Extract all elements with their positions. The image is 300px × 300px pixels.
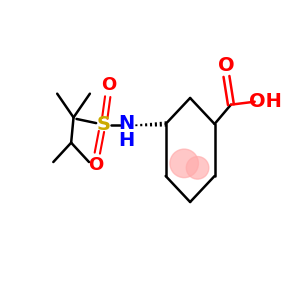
Circle shape bbox=[170, 149, 198, 178]
Text: N: N bbox=[118, 114, 134, 133]
Text: O: O bbox=[218, 56, 235, 75]
Circle shape bbox=[186, 157, 209, 179]
Text: O: O bbox=[88, 156, 103, 174]
Text: H: H bbox=[118, 131, 134, 150]
Text: O: O bbox=[101, 76, 116, 94]
Text: S: S bbox=[96, 116, 110, 134]
Text: OH: OH bbox=[249, 92, 281, 111]
